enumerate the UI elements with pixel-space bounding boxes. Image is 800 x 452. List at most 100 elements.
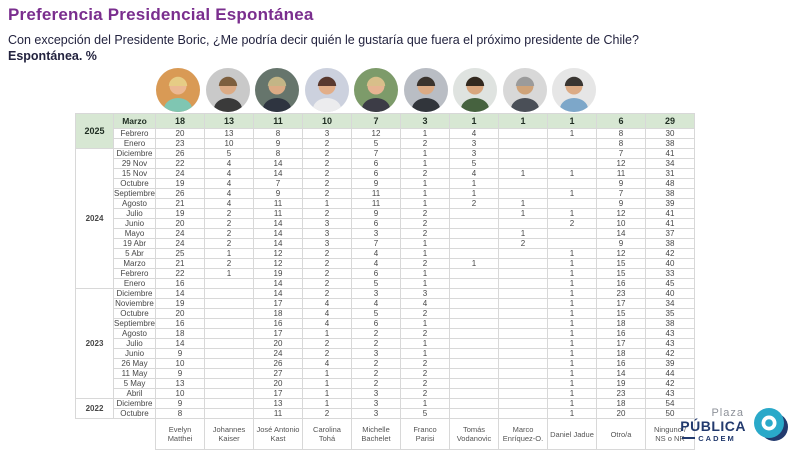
cell-jose-antonio-kast: 16 <box>253 318 303 329</box>
cell-franco-parisi: 1 <box>400 198 450 209</box>
table-row: Octubre 20 18 4 5 2 1 15 35 <box>76 308 695 319</box>
cell-otro-a: 15 <box>596 308 646 319</box>
cell-johannes-kaiser <box>204 288 254 299</box>
year-label-2024: 2024 <box>75 148 114 289</box>
cell-franco-parisi: 2 <box>400 208 450 219</box>
cell-johannes-kaiser: 2 <box>204 218 254 229</box>
cell-ninguno-ns-o-nr: 40 <box>645 288 695 299</box>
cell-jose-antonio-kast: 12 <box>253 248 303 259</box>
cell-evelyn-matthei: 9 <box>155 348 205 359</box>
cell-tomas-vodanovic: 1 <box>449 113 499 129</box>
cell-franco-parisi: 2 <box>400 218 450 229</box>
cell-daniel-jadue: 1 <box>547 188 597 199</box>
cell-marco-enriquez-o <box>498 188 548 199</box>
cell-michelle-bachelet: 4 <box>351 298 401 309</box>
table-row: Mayo 24 2 14 3 3 2 1 14 37 <box>76 228 695 239</box>
month-label: Febrero <box>113 128 156 139</box>
cell-otro-a: 16 <box>596 278 646 289</box>
candidate-photo-tomas-vodanovic <box>453 68 497 112</box>
cell-franco-parisi: 4 <box>400 298 450 309</box>
cell-otro-a: 17 <box>596 298 646 309</box>
cell-carolina-toha: 4 <box>302 358 352 369</box>
cell-johannes-kaiser <box>204 358 254 369</box>
cell-marco-enriquez-o <box>498 368 548 379</box>
cell-ninguno-ns-o-nr: 29 <box>645 113 695 129</box>
cell-tomas-vodanovic: 3 <box>449 148 499 159</box>
cell-marco-enriquez-o <box>498 278 548 289</box>
cell-jose-antonio-kast: 13 <box>253 398 303 409</box>
cell-franco-parisi: 1 <box>400 248 450 259</box>
cell-otro-a: 7 <box>596 148 646 159</box>
cell-ninguno-ns-o-nr: 40 <box>645 258 695 269</box>
table-row: Febrero 20 13 8 3 12 1 4 1 8 30 <box>76 128 695 139</box>
cell-daniel-jadue: 1 <box>547 113 597 129</box>
cell-daniel-jadue: 1 <box>547 288 597 299</box>
cell-franco-parisi: 1 <box>400 178 450 189</box>
cell-franco-parisi: 1 <box>400 348 450 359</box>
cell-marco-enriquez-o: 1 <box>498 228 548 239</box>
table-row: 2024 Diciembre 26 5 8 2 7 1 3 7 41 <box>75 148 695 289</box>
cell-johannes-kaiser <box>204 388 254 399</box>
candidate-name-otro-a: Otro/a <box>596 418 646 450</box>
cell-franco-parisi: 1 <box>400 268 450 279</box>
cell-jose-antonio-kast: 19 <box>253 268 303 279</box>
cell-michelle-bachelet: 2 <box>351 338 401 349</box>
cell-johannes-kaiser <box>204 348 254 359</box>
cell-franco-parisi: 3 <box>400 288 450 299</box>
table-row: Febrero 22 1 19 2 6 1 1 15 33 <box>76 268 695 279</box>
cell-carolina-toha: 1 <box>302 198 352 209</box>
cell-evelyn-matthei: 18 <box>155 113 205 129</box>
table-row: 19 Abr 24 2 14 3 7 1 2 9 38 <box>76 238 695 249</box>
cell-evelyn-matthei: 10 <box>155 358 205 369</box>
cell-marco-enriquez-o <box>498 218 548 229</box>
cell-marco-enriquez-o <box>498 358 548 369</box>
cell-johannes-kaiser <box>204 328 254 339</box>
cell-carolina-toha: 4 <box>302 298 352 309</box>
cell-evelyn-matthei: 20 <box>155 308 205 319</box>
cell-tomas-vodanovic <box>449 278 499 289</box>
cell-franco-parisi: 3 <box>400 113 450 129</box>
cell-otro-a: 9 <box>596 178 646 189</box>
cell-jose-antonio-kast: 11 <box>253 208 303 219</box>
month-label: Enero <box>113 278 156 289</box>
cell-otro-a: 15 <box>596 268 646 279</box>
month-label: Marzo <box>113 113 156 129</box>
table-row: Enero 16 14 2 5 1 1 16 45 <box>76 278 695 289</box>
cell-franco-parisi: 2 <box>400 378 450 389</box>
cell-daniel-jadue: 1 <box>547 258 597 269</box>
cell-carolina-toha: 1 <box>302 378 352 389</box>
cell-johannes-kaiser <box>204 408 254 419</box>
month-label: Octubre <box>113 178 156 189</box>
cell-otro-a: 17 <box>596 338 646 349</box>
cell-marco-enriquez-o <box>498 328 548 339</box>
cell-ninguno-ns-o-nr: 39 <box>645 358 695 369</box>
month-label: 26 May <box>113 358 156 369</box>
cell-carolina-toha: 2 <box>302 158 352 169</box>
cell-johannes-kaiser: 2 <box>204 228 254 239</box>
cell-evelyn-matthei: 14 <box>155 338 205 349</box>
cell-otro-a: 19 <box>596 378 646 389</box>
cell-carolina-toha: 2 <box>302 288 352 299</box>
cell-evelyn-matthei: 14 <box>155 288 205 299</box>
cell-johannes-kaiser <box>204 318 254 329</box>
cell-evelyn-matthei: 23 <box>155 138 205 149</box>
cell-daniel-jadue <box>547 228 597 239</box>
cell-evelyn-matthei: 19 <box>155 178 205 189</box>
month-label: Noviembre <box>113 298 156 309</box>
month-label: Diciembre <box>113 148 156 159</box>
cell-jose-antonio-kast: 17 <box>253 298 303 309</box>
cell-michelle-bachelet: 5 <box>351 308 401 319</box>
table-row: Noviembre 19 17 4 4 4 1 17 34 <box>76 298 695 309</box>
table-row: Octubre 19 4 7 2 9 1 1 9 48 <box>76 178 695 189</box>
cell-michelle-bachelet: 4 <box>351 258 401 269</box>
cell-evelyn-matthei: 21 <box>155 198 205 209</box>
cell-marco-enriquez-o <box>498 378 548 389</box>
cell-jose-antonio-kast: 8 <box>253 128 303 139</box>
cell-evelyn-matthei: 18 <box>155 328 205 339</box>
cell-ninguno-ns-o-nr: 34 <box>645 298 695 309</box>
cell-jose-antonio-kast: 12 <box>253 258 303 269</box>
cell-daniel-jadue: 1 <box>547 398 597 409</box>
cell-franco-parisi: 2 <box>400 168 450 179</box>
cell-tomas-vodanovic <box>449 388 499 399</box>
cell-evelyn-matthei: 9 <box>155 368 205 379</box>
